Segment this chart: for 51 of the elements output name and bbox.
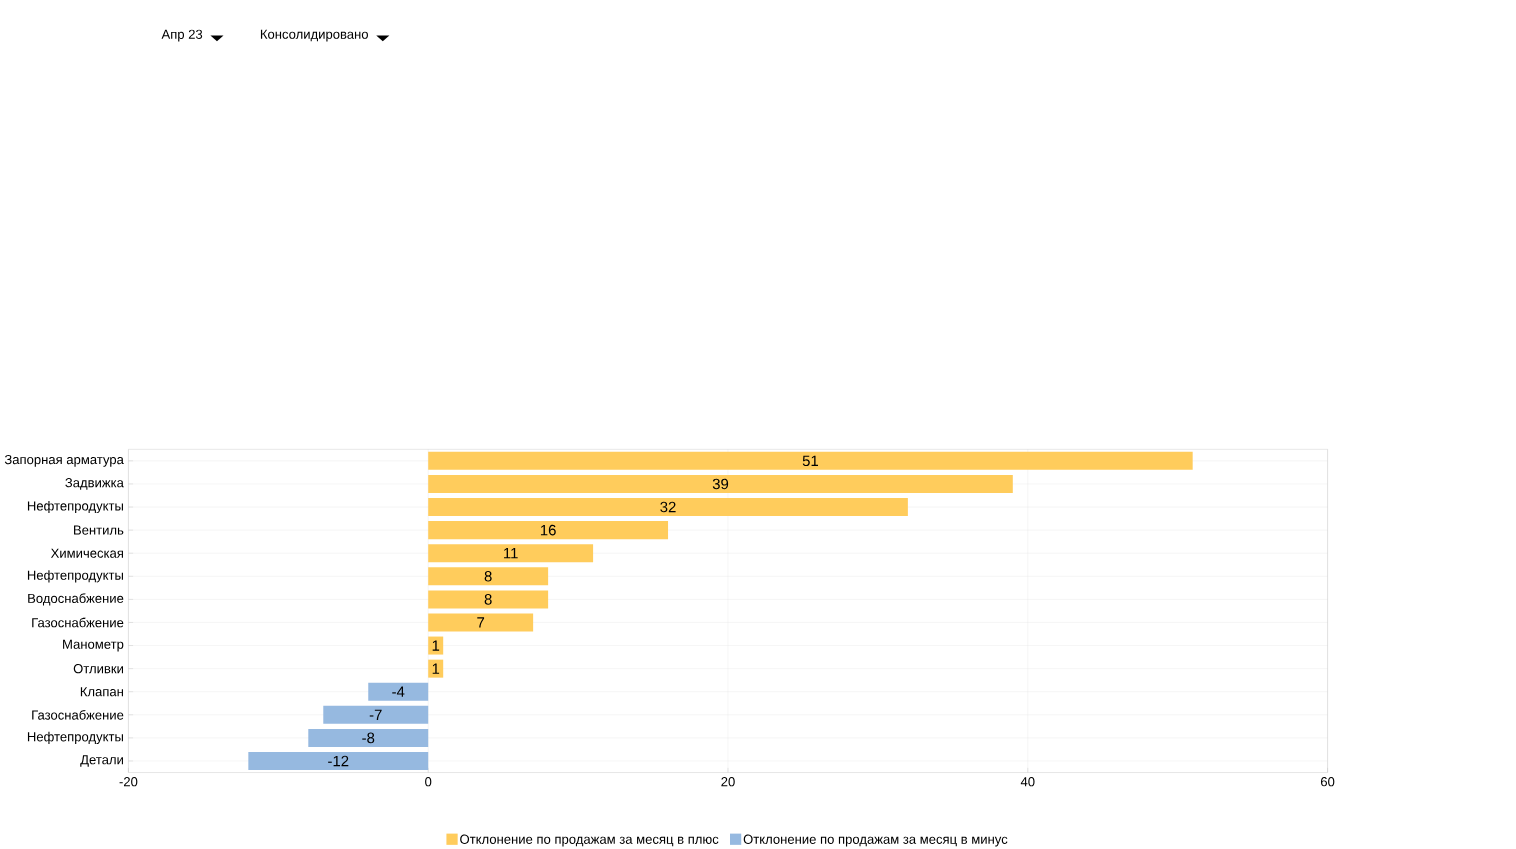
y-tick-label: Нефтепродукты [27,500,123,513]
y-tick-label: Нефтепродукты [27,569,123,583]
bar [428,520,669,539]
bar [428,659,444,678]
data-label: 1 [432,663,440,674]
data-label: -8 [362,732,375,743]
y-tick-label: Отливки [73,663,123,674]
bar [368,682,429,701]
y-tick-label: Клапан [80,686,123,697]
y-tick-label: Газоснабжение [32,709,124,720]
bar [428,543,594,562]
data-label: -12 [328,755,349,766]
y-tick-label: Водоснабжение [28,593,124,606]
data-label: 39 [712,478,729,490]
y-tick-label: Вентиль [74,525,124,535]
data-label: 32 [660,501,676,513]
y-tick-label: Манометр [63,639,124,652]
bar [308,728,429,747]
data-label: 16 [540,524,556,536]
data-label: 1 [432,640,440,651]
data-label: -7 [369,709,382,720]
x-tick-label: 60 [1320,776,1335,787]
y-tick-label: Задвижка [65,477,124,490]
data-label: 8 [484,593,492,605]
bar [428,451,1193,470]
legend-label: Отклонение по продажам за месяц в минус [743,834,1008,847]
y-tick-label: Запорная арматура [4,454,124,467]
data-label: 11 [504,547,518,559]
y-tick-label: Химическая [50,548,123,558]
x-tick-label: 0 [425,776,432,787]
data-label: 7 [477,617,485,628]
text: Консолидировано [260,29,368,42]
bar [428,613,534,632]
legend-label: Отклонение по продажам за месяц в плюс [460,834,719,847]
bar [428,636,444,655]
x-tick-label: 20 [721,776,735,787]
y-tick-label: Нефтепродукты [27,731,123,744]
bar [428,497,908,516]
y-tick-label: Детали [80,754,123,767]
bar [428,567,549,586]
bar [428,590,549,609]
bar [323,705,429,724]
bar [428,474,1013,493]
data-label: 8 [484,570,492,582]
text: Апр 23 [161,29,203,42]
data-label: -4 [392,686,405,697]
bar [248,751,429,770]
x-tick-label: 40 [1020,776,1035,787]
x-tick-label: -20 [119,776,138,787]
y-tick-label: Газоснабжение [32,617,124,628]
data-label: 51 [802,455,819,466]
